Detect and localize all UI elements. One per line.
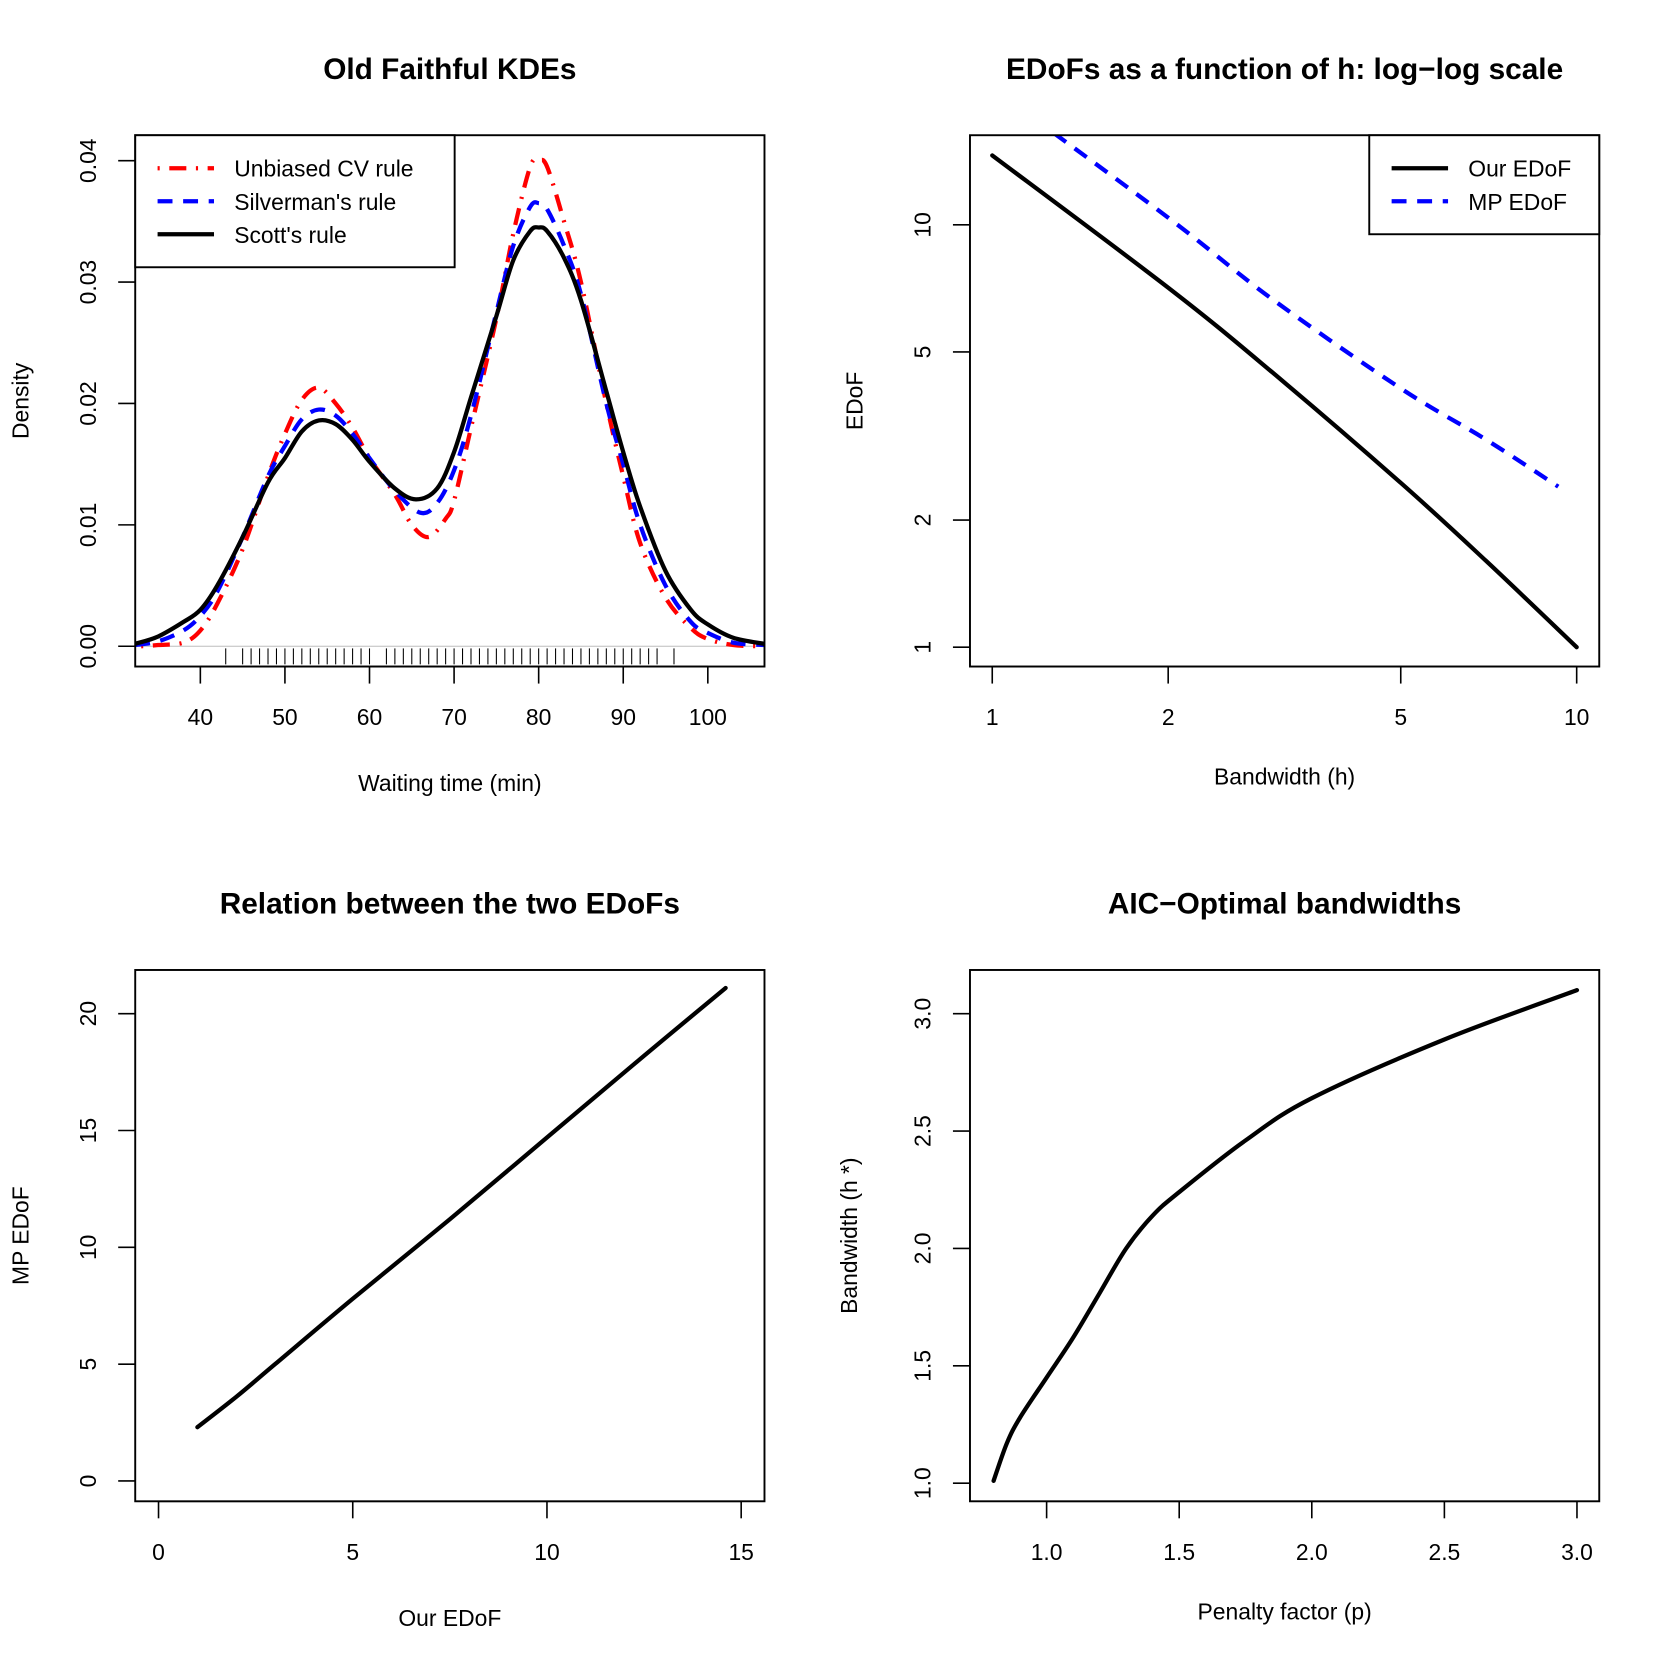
legend-box	[1368, 134, 1601, 236]
y-tick-label: 2.0	[910, 1233, 936, 1265]
y-tick-label: 0.04	[75, 138, 101, 183]
x-axis-label: Waiting time (min)	[358, 770, 541, 796]
x-tick-label: 40	[188, 704, 213, 730]
series-line-0	[195, 985, 728, 1430]
x-tick-label: 1.5	[1163, 1539, 1195, 1565]
y-tick-label: 5	[910, 346, 936, 359]
series-line-our-edof	[990, 153, 1579, 650]
x-tick-label: 5	[1394, 704, 1407, 730]
legend-label-silverman-s-rule: Silverman's rule	[234, 189, 396, 215]
chart-title: Old Faithful KDEs	[323, 53, 576, 86]
series-line-scott-s-rule	[135, 225, 765, 646]
x-tick-label: 60	[357, 704, 382, 730]
y-tick-label: 0.03	[75, 260, 101, 305]
x-axis-label: Our EDoF	[398, 1605, 501, 1631]
y-tick-label: 0	[75, 1475, 101, 1488]
legend-label-our-edof: Our EDoF	[1468, 156, 1571, 182]
y-axis-label: Bandwidth (h *)	[836, 1157, 862, 1313]
x-tick-label: 2.5	[1428, 1539, 1460, 1565]
x-tick-label: 3.0	[1561, 1539, 1593, 1565]
x-tick-label: 10	[1564, 704, 1589, 730]
plot-area	[195, 985, 728, 1430]
y-tick-label: 0.02	[75, 381, 101, 426]
y-tick-label: 2	[910, 514, 936, 527]
panel-aic-optimal-bandwidths: AIC−Optimal bandwidths Penalty factor (p)…	[836, 888, 1601, 1624]
x-tick-label: 1	[986, 704, 999, 730]
y-tick-label: 0.01	[75, 503, 101, 548]
x-tick-label: 5	[346, 1539, 359, 1565]
x-tick-label: 90	[611, 704, 636, 730]
y-tick-label: 1.5	[910, 1350, 936, 1382]
y-tick-label: 0.00	[75, 624, 101, 669]
chart-title: EDoFs as a function of h: log−log scale	[1006, 53, 1563, 86]
x-tick-label: 50	[272, 704, 297, 730]
x-tick-label: 2.0	[1296, 1539, 1328, 1565]
y-axis-label: Density	[8, 362, 34, 439]
y-axis-label: EDoF	[841, 372, 867, 430]
legend-label-unbiased-cv-rule: Unbiased CV rule	[234, 156, 413, 182]
y-tick-label: 10	[910, 212, 936, 237]
x-tick-label: 15	[728, 1539, 753, 1565]
plot-area	[991, 988, 1580, 1483]
plot-area	[135, 157, 765, 665]
legend-label-mp-edof: MP EDoF	[1468, 189, 1567, 215]
x-tick-label: 1.0	[1031, 1539, 1063, 1565]
x-tick-label: 80	[526, 704, 551, 730]
plot-box	[969, 969, 1601, 1503]
y-tick-label: 2.5	[910, 1115, 936, 1147]
x-axis-label: Penalty factor (p)	[1198, 1598, 1372, 1624]
chart-title: Relation between the two EDoFs	[220, 888, 680, 921]
legend: Our EDoF MP EDoF	[1368, 134, 1601, 236]
y-axis-label: MP EDoF	[8, 1186, 34, 1285]
y-tick-label: 3.0	[910, 998, 936, 1030]
plot-area	[990, 135, 1579, 650]
y-tick-label: 20	[75, 1001, 101, 1026]
x-tick-label: 10	[534, 1539, 559, 1565]
y-tick-label: 1.0	[910, 1467, 936, 1499]
x-axis-label: Bandwidth (h)	[1214, 764, 1355, 790]
x-tick-label: 70	[441, 704, 466, 730]
legend-label-scott-s-rule: Scott's rule	[234, 222, 346, 248]
panel-edof-relation: Relation between the two EDoFs Our EDoF MP…	[8, 888, 766, 1631]
x-tick-label: 0	[152, 1539, 165, 1565]
y-tick-label: 5	[75, 1358, 101, 1371]
x-tick-label: 100	[689, 704, 727, 730]
series-line-mp-edof	[1053, 135, 1560, 489]
x-tick-label: 2	[1162, 704, 1175, 730]
plot-box	[134, 969, 766, 1503]
y-tick-label: 15	[75, 1118, 101, 1143]
chart-title: AIC−Optimal bandwidths	[1108, 888, 1461, 921]
panel-edof-vs-bandwidth: EDoFs as a function of h: log−log scale B…	[841, 53, 1601, 790]
plot-box	[969, 134, 1601, 668]
panel-old-faithful-kdes: Old Faithful KDEs Waiting time (min) Densi…	[8, 53, 766, 796]
y-tick-label: 1	[910, 641, 936, 654]
series-line-0	[991, 988, 1580, 1483]
y-tick-label: 10	[75, 1235, 101, 1260]
legend: Unbiased CV rule Silverman's rule Scott's …	[134, 134, 456, 269]
